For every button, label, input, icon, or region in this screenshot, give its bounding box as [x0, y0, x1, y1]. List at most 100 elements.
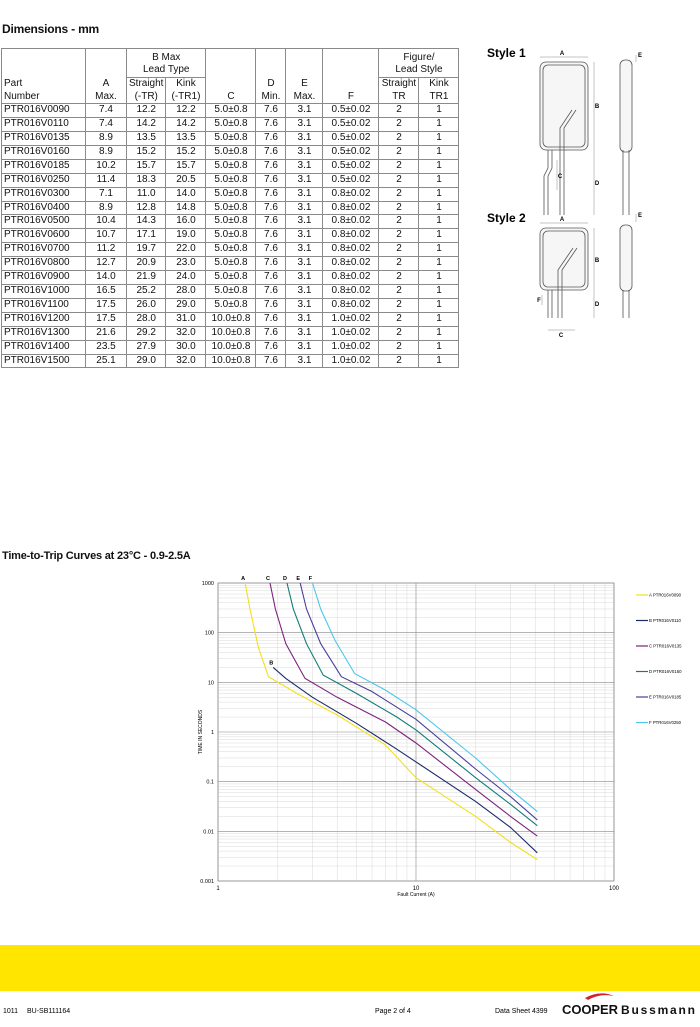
table-cell: 1 — [418, 103, 460, 119]
table-row: PTR016V0700 11.2 19.7 22.0 5.0±0.8 7.6 3.1 0.8±… — [1, 242, 460, 258]
table-cell: 2 — [378, 311, 420, 327]
table-cell: 3.1 — [285, 103, 324, 119]
table-cell: 5.0±0.8 — [205, 117, 257, 132]
table-cell: PTR016V0300 — [1, 186, 86, 202]
table-row: PTR016V0160 8.9 15.2 15.2 5.0±0.8 7.6 3.1 0.5±0… — [1, 144, 460, 160]
table-cell: 1 — [418, 117, 460, 132]
table-cell: 20.5 — [165, 172, 207, 188]
footer-text: 1011 — [3, 1008, 18, 1015]
table-cell: 22.0 — [165, 242, 207, 258]
table-cell: 14.0 — [165, 186, 207, 202]
table-cell: PTR016V0250 — [1, 172, 86, 188]
table-cell: 19.0 — [165, 228, 207, 244]
table-cell: PTR016V0500 — [1, 214, 86, 230]
table-cell: 15.2 — [125, 144, 167, 160]
series-line — [311, 582, 538, 813]
table-cell: 11.0 — [125, 186, 167, 202]
table-cell: 16.5 — [85, 283, 127, 299]
y-tick-label: 1 — [211, 730, 214, 736]
table-cell: 32.0 — [165, 325, 207, 341]
header-text: Lead Type — [142, 64, 190, 76]
header-row: Part Number A Max. B Max Lead Type C D Min. E Max.… — [1, 47, 460, 105]
series-line — [286, 582, 538, 827]
legend-label: C PTR016V0135 — [649, 644, 682, 649]
table-cell: 3.1 — [285, 297, 324, 313]
y-tick-label: 10 — [208, 680, 214, 686]
table-cell: PTR016V1400 — [1, 339, 86, 355]
header-row: Straight (-TR) Kink (-TR1) Straight TR Kink TR1 — [2, 76, 460, 105]
table-cell: 2 — [378, 339, 420, 355]
brand-cooper: COOPER — [562, 1002, 619, 1017]
header-text: Max. — [95, 90, 117, 102]
table-row: PTR016V0250 11.4 18.3 20.5 5.0±0.8 7.6 3.1 0.5±… — [1, 172, 460, 188]
table-cell: 1 — [418, 325, 460, 341]
table-cell: 7.6 — [255, 283, 287, 299]
table-row: PTR016V1300 21.6 29.2 32.0 10.0±0.8 7.6 3.1 1.0… — [1, 325, 460, 341]
table-cell: PTR016V0090 — [1, 103, 86, 119]
table-cell: 10.0±0.8 — [205, 353, 257, 369]
x-tick-label: 100 — [609, 886, 620, 892]
dimension-letter: F — [537, 298, 541, 304]
header-text: Straight — [129, 78, 164, 89]
style2-drawing — [539, 214, 637, 331]
table-cell: 2 — [378, 158, 420, 174]
table-cell: 7.6 — [255, 242, 287, 258]
table-cell: 0.5±0.02 — [322, 158, 380, 174]
table-cell: 5.0±0.8 — [205, 283, 257, 299]
table-cell: 26.0 — [125, 297, 167, 313]
table-cell: 14.0 — [85, 270, 127, 285]
dimension-letter: C — [559, 333, 564, 339]
table-cell: 11.2 — [85, 242, 127, 258]
series-line — [269, 582, 538, 837]
table-cell: 3.1 — [285, 325, 324, 341]
table-cell: 17.1 — [125, 228, 167, 244]
table-cell: 5.0±0.8 — [205, 103, 257, 119]
table-cell: 10.0±0.8 — [205, 339, 257, 355]
table-cell: 2 — [378, 172, 420, 188]
table-cell: 0.8±0.02 — [322, 186, 380, 202]
table-cell: 29.0 — [165, 297, 207, 313]
table-cell: 5.0±0.8 — [205, 144, 257, 160]
header-text: D — [267, 78, 275, 89]
table-row: PTR016V0800 12.7 20.9 23.0 5.0±0.8 7.6 3.1 0.8±… — [1, 256, 460, 272]
dimension-letter: B — [595, 258, 600, 264]
table-cell: 7.6 — [255, 214, 287, 230]
table-cell: 7.6 — [255, 325, 287, 341]
table-cell: 1 — [418, 172, 460, 188]
table-cell: 3.1 — [285, 311, 324, 327]
table-cell: 8.9 — [85, 200, 127, 216]
table-cell: 15.2 — [165, 144, 207, 160]
dimension-letter: C — [558, 174, 563, 180]
curve-label: A — [241, 576, 245, 582]
table-cell: 1 — [418, 270, 460, 285]
table-cell: 7.6 — [255, 144, 287, 160]
table-cell: 5.0±0.8 — [205, 200, 257, 216]
table-cell: 5.0±0.8 — [205, 297, 257, 313]
header-text: A — [102, 78, 110, 89]
table-cell: 7.6 — [255, 117, 287, 132]
table-row: PTR016V0900 14.0 21.9 24.0 5.0±0.8 7.6 3.1 0.8±… — [1, 270, 460, 285]
header-text: Figure/ — [403, 51, 435, 63]
table-row: PTR016V0300 7.1 11.0 14.0 5.0±0.8 7.6 3.1 0.8±0… — [1, 186, 460, 202]
dimension-letter: D — [595, 302, 600, 308]
table-cell: 8.9 — [85, 144, 127, 160]
style-label: Style 2 — [487, 211, 526, 225]
table-cell: 1.0±0.02 — [322, 353, 380, 369]
header-text: F — [347, 90, 355, 102]
table-cell: 0.5±0.02 — [322, 117, 380, 132]
table-cell: 10.2 — [85, 158, 127, 174]
column-header: Kink TR1 — [418, 76, 460, 105]
table-cell: 7.6 — [255, 172, 287, 188]
table-cell: 12.2 — [125, 103, 167, 119]
table-cell: 0.8±0.02 — [322, 228, 380, 244]
table-cell: 7.6 — [255, 311, 287, 327]
column-header: Straight TR — [378, 76, 420, 105]
table-cell: PTR016V0400 — [1, 200, 86, 216]
column-header: E Max. — [285, 47, 324, 105]
table-cell: 7.6 — [255, 270, 287, 285]
table-cell: 1 — [418, 186, 460, 202]
table-cell: 2 — [378, 214, 420, 230]
table-cell: 2 — [378, 131, 420, 146]
footer-text: BU-SB111164 — [27, 1008, 70, 1015]
table-cell: 7.6 — [255, 256, 287, 272]
